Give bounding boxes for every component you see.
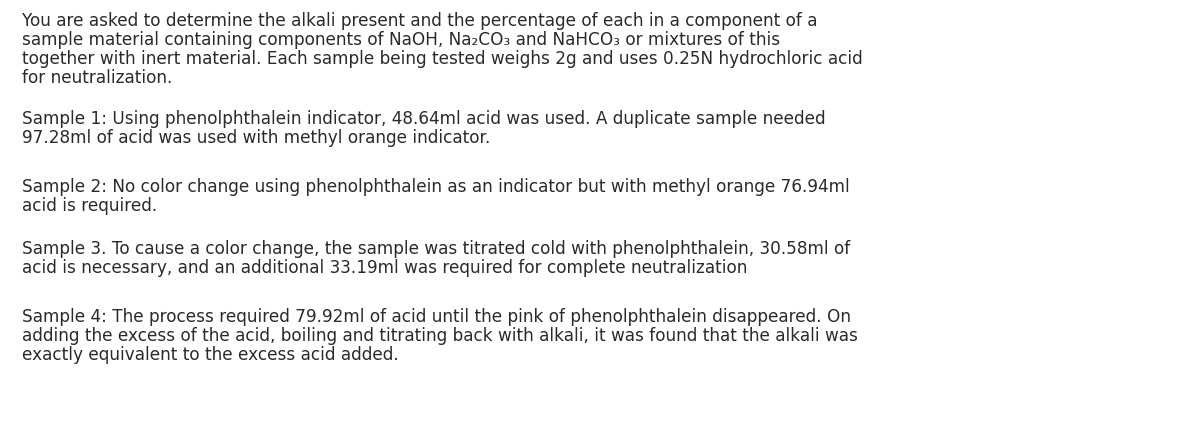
Text: sample material containing components of NaOH, Na₂CO₃ and NaHCO₃ or mixtures of : sample material containing components of… <box>22 31 780 49</box>
Text: exactly equivalent to the excess acid added.: exactly equivalent to the excess acid ad… <box>22 346 398 364</box>
Text: 97.28ml of acid was used with methyl orange indicator.: 97.28ml of acid was used with methyl ora… <box>22 129 490 147</box>
Text: Sample 3. To cause a color change, the sample was titrated cold with phenolphtha: Sample 3. To cause a color change, the s… <box>22 240 850 258</box>
Text: Sample 4: The process required 79.92ml of acid until the pink of phenolphthalein: Sample 4: The process required 79.92ml o… <box>22 308 851 326</box>
Text: acid is required.: acid is required. <box>22 197 157 215</box>
Text: You are asked to determine the alkali present and the percentage of each in a co: You are asked to determine the alkali pr… <box>22 12 817 30</box>
Text: for neutralization.: for neutralization. <box>22 69 172 87</box>
Text: Sample 2: No color change using phenolphthalein as an indicator but with methyl : Sample 2: No color change using phenolph… <box>22 178 850 196</box>
Text: adding the excess of the acid, boiling and titrating back with alkali, it was fo: adding the excess of the acid, boiling a… <box>22 327 858 345</box>
Text: Sample 1: Using phenolphthalein indicator, 48.64ml acid was used. A duplicate sa: Sample 1: Using phenolphthalein indicato… <box>22 110 826 128</box>
Text: together with inert material. Each sample being tested weighs 2g and uses 0.25N : together with inert material. Each sampl… <box>22 50 863 68</box>
Text: acid is necessary, and an additional 33.19ml was required for complete neutraliz: acid is necessary, and an additional 33.… <box>22 259 746 277</box>
